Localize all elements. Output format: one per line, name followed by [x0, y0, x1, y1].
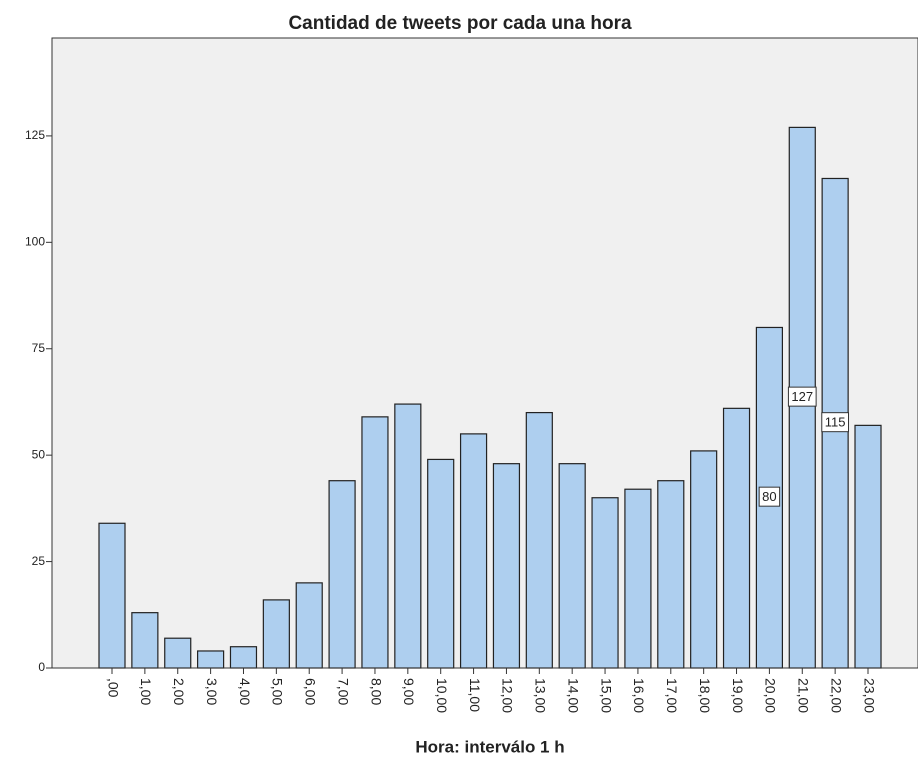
data-label-box [787, 386, 817, 407]
x-axis-title: Hora: interválo 1 h [415, 737, 564, 756]
chart-title: Cantidad de tweets por cada una hora [288, 13, 632, 34]
y-tick-label: 25 [32, 554, 46, 568]
x-tick-label: 2,00 [171, 678, 187, 705]
data-label: 115 [821, 412, 850, 433]
bar [98, 522, 126, 669]
data-label: 80 [758, 486, 781, 507]
y-tick-label: 75 [32, 341, 46, 355]
x-tick-label: 11,00 [467, 678, 483, 712]
data-label: 127 [787, 386, 817, 407]
x-tick-label: 17,00 [664, 678, 680, 713]
bar [394, 403, 422, 669]
bar [197, 650, 225, 669]
x-tick-label: 8,00 [368, 678, 384, 705]
bar [558, 463, 586, 669]
bar [525, 411, 553, 669]
x-tick-label: 9,00 [401, 678, 417, 705]
bar [427, 458, 455, 669]
x-tick-label: 12,00 [500, 678, 516, 713]
bar [295, 582, 323, 669]
x-tick-label: 23,00 [861, 678, 877, 713]
x-tick-label: 4,00 [237, 678, 253, 705]
bar [164, 637, 192, 669]
data-label-text: 115 [825, 415, 846, 430]
x-tick-label: 10,00 [434, 678, 450, 713]
y-tick-label: 100 [25, 234, 45, 248]
bar [361, 416, 389, 669]
bar [492, 463, 521, 669]
x-tick-label: 3,00 [204, 678, 220, 705]
bar [657, 480, 685, 669]
y-tick-label: 0 [38, 660, 45, 674]
y-tick-label: 125 [25, 128, 45, 142]
bar [131, 612, 159, 669]
x-tick-label: 14,00 [565, 678, 581, 713]
bar [722, 407, 751, 669]
x-tick-label: 5,00 [270, 678, 286, 705]
x-tick-label: 1,00 [138, 678, 154, 705]
data-label-box [758, 486, 781, 507]
bar [624, 488, 652, 669]
x-tick-label: 18,00 [697, 678, 713, 713]
x-tick-label: 15,00 [598, 678, 614, 713]
x-tick-label: 21,00 [796, 678, 812, 713]
bar [229, 646, 258, 669]
y-tick-label: 50 [32, 447, 46, 461]
data-label-text: 127 [791, 389, 813, 404]
bar [262, 599, 290, 669]
bar [854, 424, 882, 669]
bar [591, 497, 619, 669]
x-tick-label: 6,00 [303, 678, 319, 705]
bar [459, 433, 488, 669]
x-tick-label: 16,00 [631, 678, 647, 713]
data-label-text: 80 [762, 489, 776, 504]
x-tick-label: 20,00 [763, 678, 779, 713]
x-tick-label: ,00 [105, 678, 121, 698]
x-tick-label: 19,00 [730, 678, 746, 713]
bar [328, 480, 356, 669]
x-tick-label: 13,00 [533, 678, 549, 713]
x-tick-label: 22,00 [828, 678, 844, 713]
data-label-box [821, 412, 850, 433]
bar [690, 450, 718, 669]
x-tick-label: 7,00 [335, 678, 351, 705]
